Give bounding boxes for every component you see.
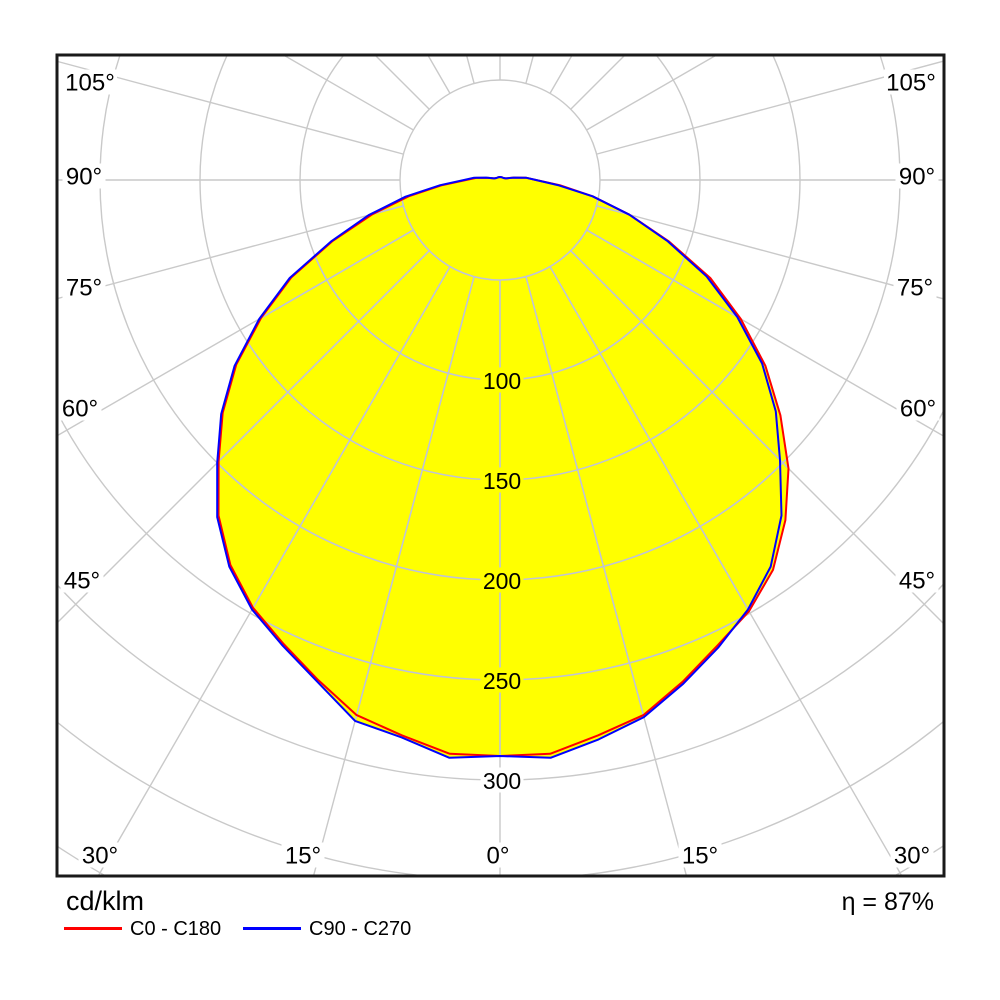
angle-label-knockout (62, 163, 106, 189)
angle-label: 30° (894, 843, 930, 870)
curve-c90-c270 (216, 176, 783, 759)
polar-chart: 105° 90° 75° 60° 45° 30° 15° 0° 15° 30° 45° 60° 75° 9… (55, 53, 946, 878)
polar-grid-inner (217, 177, 789, 758)
angle-label: 75° (897, 275, 933, 302)
radial-label: 250 (483, 668, 521, 694)
radial-label-knockout (480, 467, 524, 493)
angle-label-knockout (482, 842, 514, 868)
angle-label: 30° (82, 843, 118, 870)
radial-label-knockout (480, 567, 524, 593)
angle-label-knockout (890, 842, 934, 868)
radial-label: 150 (483, 468, 521, 494)
angle-label: 0° (487, 843, 510, 870)
angle-label: 90° (66, 164, 102, 191)
radial-label-knockout (480, 367, 524, 393)
radial-label: 100 (483, 368, 521, 394)
angle-label: 75° (66, 275, 102, 302)
radial-label-knockout (480, 767, 524, 793)
angle-label-knockout (895, 163, 939, 189)
angle-label: 15° (285, 843, 321, 870)
angle-label: 105° (886, 70, 936, 97)
efficiency-label: η = 87% (841, 888, 934, 916)
angle-label-knockout (63, 69, 117, 95)
legend-label-c90-c270: C90 - C270 (309, 918, 412, 940)
radial-label: 200 (483, 568, 521, 594)
angle-label: 60° (62, 396, 98, 423)
angle-label-knockout (893, 274, 937, 300)
angle-label: 45° (64, 568, 100, 595)
radial-label-knockout (480, 667, 524, 693)
legend-line-c90-c270-icon (243, 927, 301, 930)
angle-label-knockout (62, 274, 106, 300)
angle-label-knockout (884, 69, 938, 95)
angle-label-knockout (895, 567, 939, 593)
angle-label-knockout (58, 395, 102, 421)
angle-label-knockout (678, 842, 722, 868)
angle-label-knockout (78, 842, 122, 868)
legend-label-c0-c180: C0 - C180 (130, 918, 222, 940)
legend-line-c0-c180-icon (64, 927, 122, 930)
plot-border (55, 53, 946, 878)
angle-label: 105° (65, 70, 115, 97)
angle-label-knockout (896, 395, 940, 421)
angle-label: 15° (682, 843, 718, 870)
angle-label: 45° (899, 568, 935, 595)
angle-label: 60° (900, 396, 936, 423)
radial-label: 300 (483, 768, 521, 794)
angle-label: 90° (899, 164, 935, 191)
angle-label-knockout (60, 567, 104, 593)
unit-label: cd/klm (66, 886, 145, 916)
angle-label-knockout (281, 842, 325, 868)
